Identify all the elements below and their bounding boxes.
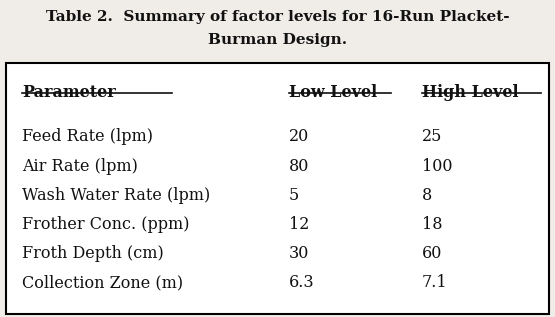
Text: Wash Water Rate (lpm): Wash Water Rate (lpm) — [22, 187, 210, 204]
Text: 30: 30 — [289, 245, 309, 262]
Text: Collection Zone (m): Collection Zone (m) — [22, 274, 183, 291]
Text: Burman Design.: Burman Design. — [208, 33, 347, 47]
Text: 80: 80 — [289, 158, 309, 175]
Text: 100: 100 — [422, 158, 452, 175]
Text: 12: 12 — [289, 216, 309, 233]
Text: 25: 25 — [422, 128, 442, 146]
Text: 5: 5 — [289, 187, 299, 204]
Text: 6.3: 6.3 — [289, 274, 314, 291]
Text: Table 2.  Summary of factor levels for 16-Run Placket-: Table 2. Summary of factor levels for 16… — [46, 10, 509, 24]
Text: 18: 18 — [422, 216, 442, 233]
Text: High Level: High Level — [422, 84, 518, 101]
Text: 60: 60 — [422, 245, 442, 262]
Text: 20: 20 — [289, 128, 309, 146]
Text: Frother Conc. (ppm): Frother Conc. (ppm) — [22, 216, 190, 233]
Text: Parameter: Parameter — [22, 84, 116, 101]
Text: 8: 8 — [422, 187, 432, 204]
Text: 7.1: 7.1 — [422, 274, 447, 291]
FancyBboxPatch shape — [6, 63, 549, 314]
Text: Air Rate (lpm): Air Rate (lpm) — [22, 158, 138, 175]
Text: Froth Depth (cm): Froth Depth (cm) — [22, 245, 164, 262]
Text: Low Level: Low Level — [289, 84, 377, 101]
Text: Feed Rate (lpm): Feed Rate (lpm) — [22, 128, 153, 146]
